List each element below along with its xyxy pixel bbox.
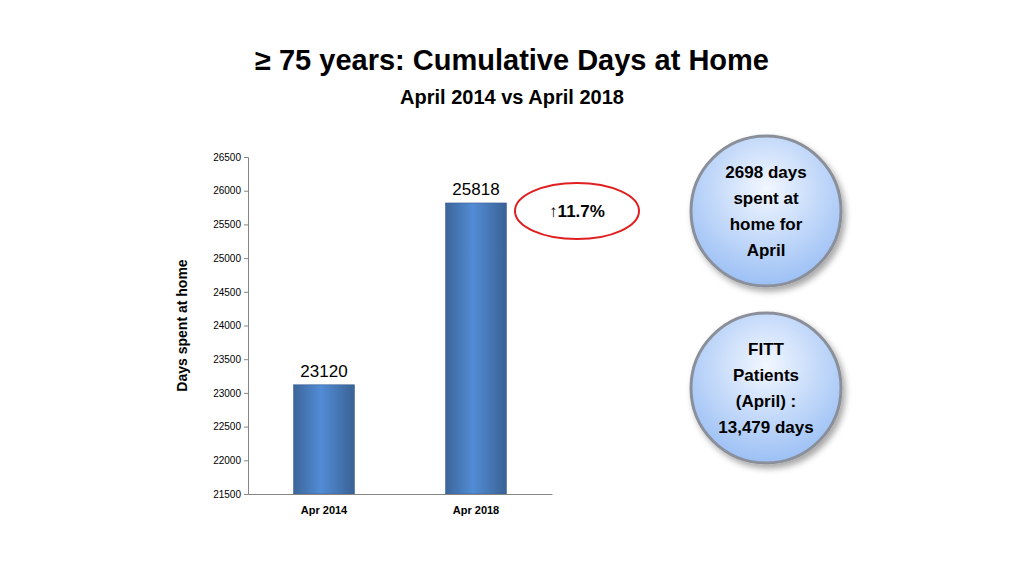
callout-text: 2698 days <box>725 163 806 182</box>
x-tick-label: Apr 2018 <box>453 504 499 516</box>
title: ≥ 75 years: Cumulative Days at Home <box>255 44 769 76</box>
y-tick-mark <box>244 191 248 192</box>
y-tick-mark <box>244 224 248 225</box>
y-tick-mark <box>244 258 248 259</box>
bars <box>294 203 507 494</box>
y-tick-label: 24500 <box>213 287 241 298</box>
y-tick: 26000 <box>213 185 248 196</box>
chart: ≥ 75 years: Cumulative Days at Home April… <box>0 0 1024 576</box>
y-tick-label: 21500 <box>213 489 241 500</box>
subtitle: April 2014 vs April 2018 <box>400 86 624 108</box>
y-tick: 26500 <box>213 152 248 163</box>
bar <box>294 385 355 494</box>
y-tick-mark <box>244 494 248 495</box>
callout-text: (April) : <box>736 392 796 411</box>
callout: 2698 days spent at home for April <box>691 136 841 286</box>
y-tick: 24500 <box>213 287 248 298</box>
y-axis: 21500 22000 22500 23000 23500 24000 24500 25000… <box>213 152 248 500</box>
y-tick: 22500 <box>213 421 248 432</box>
y-tick: 22000 <box>213 455 248 466</box>
x-axis-line <box>249 494 553 495</box>
x-axis: Apr 2014 Apr 2018 <box>249 495 553 516</box>
data-label: 25818 <box>452 180 499 199</box>
y-tick-mark <box>244 359 248 360</box>
y-axis-line <box>244 158 249 495</box>
data-label: 23120 <box>300 362 347 381</box>
y-tick: 23000 <box>213 388 248 399</box>
callout-text: Patients <box>733 366 799 385</box>
y-tick-mark <box>244 326 248 327</box>
callout-circle <box>691 313 841 463</box>
callout-text: spent at <box>733 189 799 208</box>
y-tick: 25500 <box>213 219 248 230</box>
callout-circle <box>691 136 841 286</box>
y-tick-label: 24000 <box>213 320 241 331</box>
y-tick-label: 23500 <box>213 354 241 365</box>
annotation: ↑11.7% <box>515 183 639 239</box>
bar <box>446 203 507 494</box>
callout-text: April <box>747 241 786 260</box>
y-tick-mark <box>244 427 248 428</box>
y-tick: 25000 <box>213 253 248 264</box>
y-tick-label: 23000 <box>213 388 241 399</box>
annotation-ellipse <box>515 183 639 239</box>
data-labels: 23120 25818 <box>300 180 499 381</box>
callout: FITT Patients (April) : 13,479 days <box>691 313 841 463</box>
y-tick-label: 26000 <box>213 185 241 196</box>
callout-text: FITT <box>748 340 784 359</box>
y-tick-mark <box>244 460 248 461</box>
y-tick-label: 22500 <box>213 421 241 432</box>
y-tick-label: 25000 <box>213 253 241 264</box>
y-tick-label: 26500 <box>213 152 241 163</box>
y-tick-label: 22000 <box>213 455 241 466</box>
x-tick: Apr 2018 <box>453 504 499 516</box>
y-tick-mark <box>244 393 248 394</box>
y-tick-label: 25500 <box>213 219 241 230</box>
y-axis-title: Days spent at home <box>174 259 190 391</box>
callout-text: home for <box>730 215 803 234</box>
annotation-text: ↑11.7% <box>549 202 605 221</box>
y-tick-mark <box>244 292 248 293</box>
y-tick: 24000 <box>213 320 248 331</box>
x-tick: Apr 2014 <box>301 504 348 516</box>
y-tick-mark <box>244 157 248 158</box>
y-tick: 21500 <box>213 489 248 500</box>
callout-text: 13,479 days <box>718 418 813 437</box>
x-tick-label: Apr 2014 <box>301 504 348 516</box>
y-tick: 23500 <box>213 354 248 365</box>
